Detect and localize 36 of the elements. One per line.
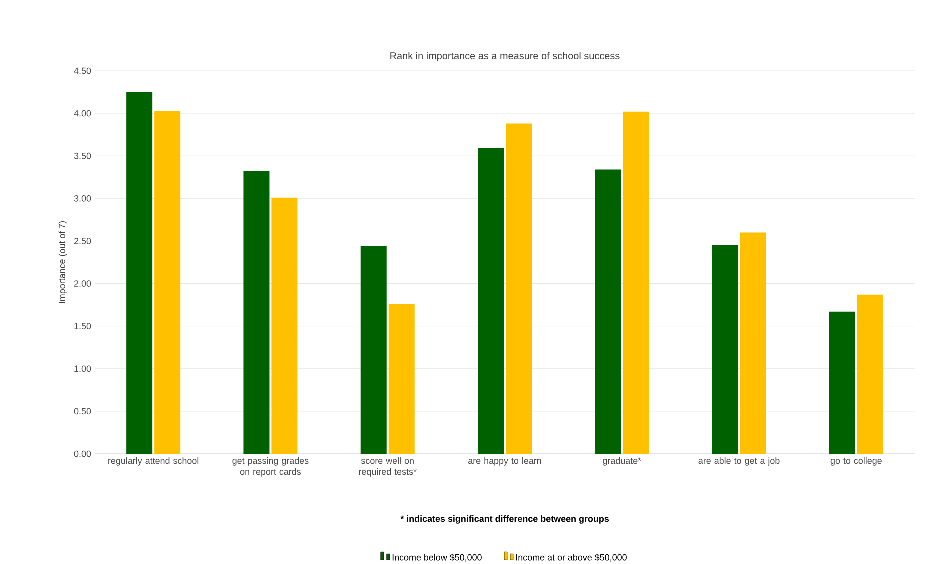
bar xyxy=(388,304,415,454)
y-axis-title: Importance (out of 7) xyxy=(58,221,68,304)
bar xyxy=(244,171,270,454)
bar xyxy=(360,246,387,454)
y-tick-label: 2.00 xyxy=(74,280,92,287)
bar xyxy=(478,148,504,454)
bar xyxy=(126,92,153,454)
x-tick-label: regularly attend school xyxy=(108,458,199,466)
bar xyxy=(623,112,650,454)
text: * indicates significant difference between groups xyxy=(400,516,610,524)
y-tick-label: 3.50 xyxy=(74,152,92,160)
bar xyxy=(272,198,298,454)
y-tick-label: 4.00 xyxy=(74,110,92,117)
bar xyxy=(829,312,856,454)
x-tick-label: get passing grades on report cards xyxy=(232,458,309,477)
y-tick-label: 1.00 xyxy=(74,366,92,372)
chart-title: Rank in importance as a measure of school success xyxy=(390,52,620,62)
legend-label: Income at or above $50,000 xyxy=(516,554,627,562)
bar xyxy=(857,294,884,454)
legend-label: Income below $50,000 xyxy=(392,554,482,562)
y-tick-label: 0.00 xyxy=(74,450,92,458)
x-tick-label: score well on required tests* xyxy=(359,458,417,477)
y-tick-label: 1.50 xyxy=(74,323,92,330)
x-tick-label: are happy to learn xyxy=(468,458,542,466)
x-tick-label: go to college xyxy=(830,458,882,466)
y-tick-label: 2.50 xyxy=(74,238,92,244)
bar xyxy=(154,111,181,454)
bar xyxy=(595,170,622,454)
bar xyxy=(712,245,738,454)
x-tick-label: graduate* xyxy=(603,458,642,466)
bar xyxy=(506,124,532,454)
y-tick-label: 0.50 xyxy=(74,408,92,415)
bar xyxy=(740,232,766,454)
y-tick-label: 3.00 xyxy=(74,195,92,202)
y-tick-label: 4.50 xyxy=(74,68,92,74)
x-tick-label: are able to get a job xyxy=(698,458,780,466)
